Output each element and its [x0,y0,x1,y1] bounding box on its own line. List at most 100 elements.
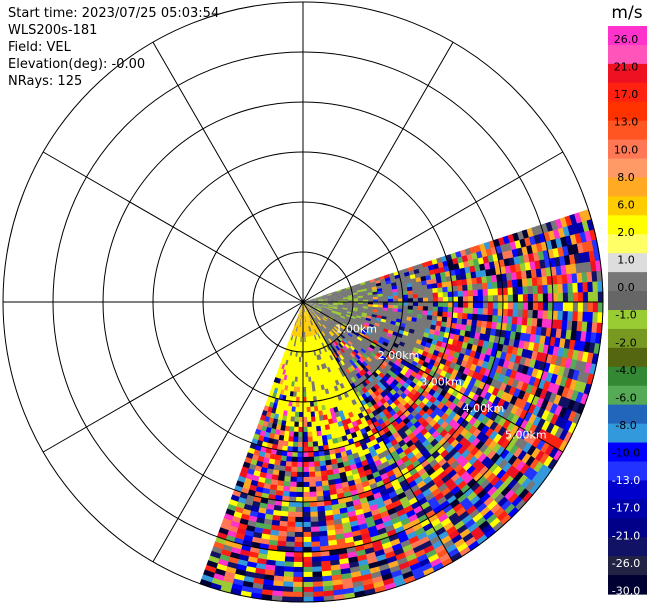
velocity-gate [451,257,459,265]
velocity-gate [321,331,326,337]
velocity-gate [336,436,344,444]
velocity-gate [440,276,448,283]
velocity-gate [360,318,366,323]
velocity-gate [407,309,414,314]
velocity-gate [320,470,328,477]
velocity-gate [408,328,416,335]
velocity-gate [351,350,358,357]
velocity-gate [312,302,319,304]
velocity-gate [346,309,353,313]
velocity-gate [403,505,414,514]
velocity-gate [319,379,324,386]
velocity-gate [464,422,474,433]
velocity-gate [562,283,569,294]
velocity-gate [372,304,379,308]
velocity-gate [522,341,530,351]
velocity-gate [319,394,324,402]
velocity-gate [334,325,340,331]
velocity-gate [346,342,352,348]
velocity-gate [336,292,343,295]
velocity-gate [338,507,348,515]
velocity-gate [377,505,388,515]
velocity-gate [258,502,268,510]
velocity-gate [287,350,291,356]
velocity-gate [263,452,271,459]
velocity-gate [310,314,315,320]
velocity-gate [460,273,467,281]
velocity-gate [303,311,305,318]
velocity-gate [221,517,232,526]
velocity-gate [477,308,484,316]
velocity-gate [309,315,313,321]
velocity-gate [318,415,324,422]
velocity-gate [356,326,363,331]
velocity-gate [533,461,544,474]
velocity-gate [350,376,357,384]
velocity-gate [412,264,419,271]
velocity-gate [477,302,484,309]
velocity-gate [319,312,325,317]
velocity-gate [347,366,354,374]
velocity-gate [326,292,333,296]
velocity-gate [354,318,361,323]
velocity-gate [296,321,299,327]
velocity-gate [282,576,294,583]
velocity-gate [325,334,330,340]
velocity-gate [289,486,297,493]
velocity-gate [312,299,319,301]
velocity-gate [421,261,429,268]
velocity-gate [482,289,489,297]
velocity-gate [527,309,534,319]
velocity-gate [392,308,399,313]
velocity-gate [302,511,311,518]
velocity-gate [382,290,389,294]
velocity-gate [493,479,505,491]
velocity-gate [432,287,439,294]
velocity-gate [328,349,334,356]
velocity-gate [427,496,438,507]
velocity-gate [315,309,321,314]
velocity-gate [434,479,445,489]
velocity-gate [466,478,478,489]
velocity-gate [375,331,383,337]
velocity-gate [352,333,359,339]
velocity-gate [314,334,319,341]
velocity-gate [337,306,344,310]
velocity-gate [461,278,468,286]
velocity-gate [294,371,299,378]
velocity-gate [296,481,303,488]
velocity-gate [483,391,493,402]
velocity-gate [482,282,489,290]
velocity-gate [352,363,358,370]
velocity-gate [283,385,289,392]
velocity-gate [266,395,273,403]
velocity-gate [439,500,451,511]
velocity-gate [450,516,462,527]
velocity-gate [303,321,305,328]
velocity-gate [490,378,499,389]
velocity-gate [302,516,311,523]
velocity-gate [409,274,417,280]
velocity-gate [400,517,411,527]
velocity-gate [305,311,308,318]
velocity-gate [250,587,263,595]
velocity-gate [337,355,343,362]
velocity-gate [327,307,333,310]
velocity-gate [548,392,558,404]
velocity-gate [419,484,430,494]
velocity-gate [521,491,534,504]
velocity-gate [506,272,513,282]
velocity-gate [274,382,280,389]
velocity-gate [338,502,347,510]
velocity-gate [332,293,338,296]
velocity-gate [461,532,474,544]
velocity-gate [295,321,299,327]
velocity-gate [307,310,311,316]
velocity-gate [352,308,358,312]
velocity-gate [342,307,349,311]
velocity-gate [379,489,389,498]
velocity-gate [278,525,288,532]
velocity-gate [283,475,291,483]
velocity-gate [333,363,339,370]
velocity-gate [272,464,281,471]
